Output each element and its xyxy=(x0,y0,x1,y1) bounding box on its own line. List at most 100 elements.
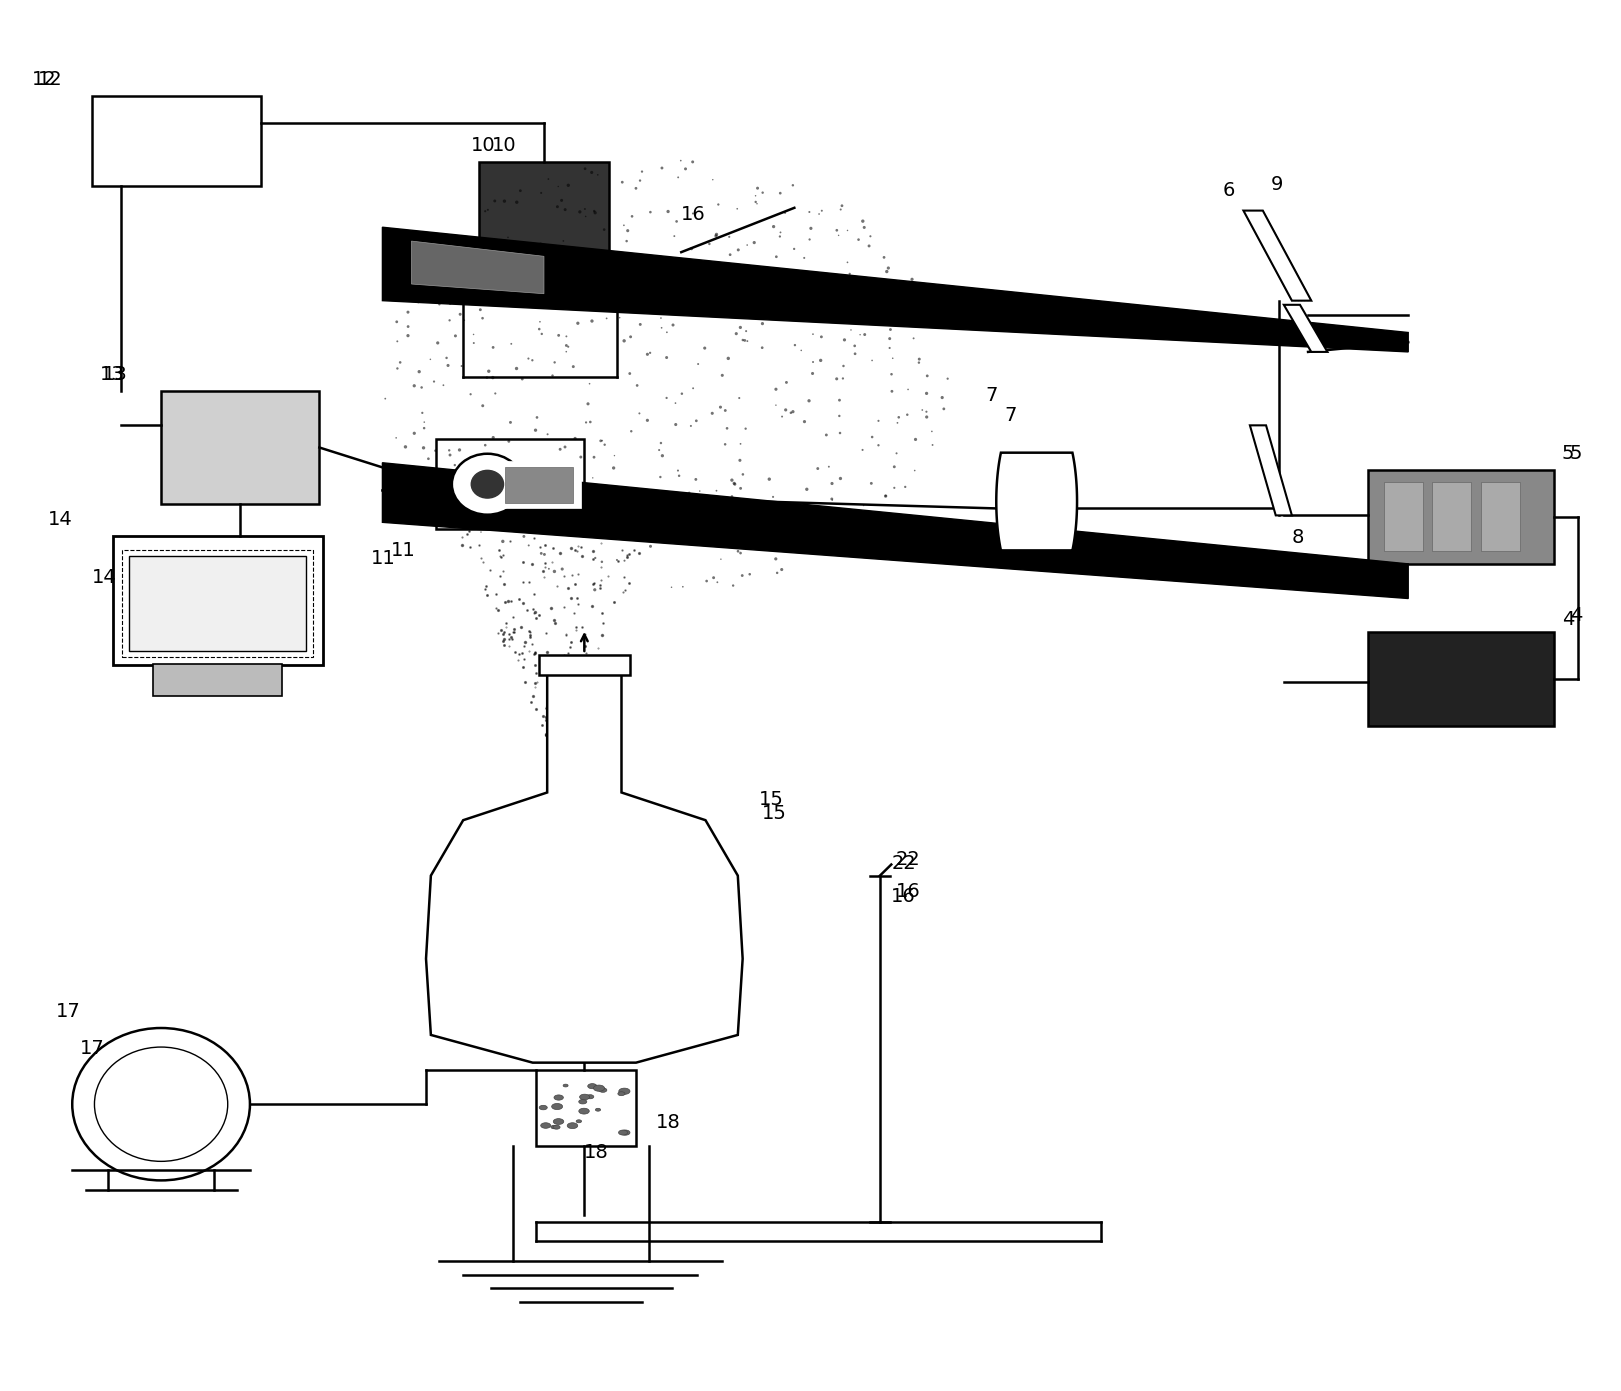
Point xyxy=(707,396,733,419)
Point xyxy=(715,505,741,527)
Point xyxy=(866,434,892,456)
Point xyxy=(669,576,695,598)
Point xyxy=(935,367,961,389)
Text: 17: 17 xyxy=(57,1002,81,1021)
Point xyxy=(532,544,558,566)
Text: 16: 16 xyxy=(681,206,707,224)
Point xyxy=(402,374,428,396)
Point xyxy=(533,256,559,278)
Text: 9: 9 xyxy=(1271,175,1284,193)
Point xyxy=(650,256,676,278)
Point xyxy=(806,203,832,225)
Point xyxy=(906,348,932,370)
Point xyxy=(496,430,522,452)
Point xyxy=(828,267,854,289)
Point xyxy=(663,274,689,296)
Point xyxy=(832,526,858,548)
Point xyxy=(851,494,877,516)
Point xyxy=(611,330,637,352)
Point xyxy=(851,217,877,239)
Point xyxy=(919,434,945,456)
Point xyxy=(509,367,535,389)
Point xyxy=(694,570,720,593)
Point xyxy=(744,192,770,214)
Point xyxy=(699,490,725,512)
Text: 18: 18 xyxy=(584,1143,609,1163)
Point xyxy=(734,234,760,256)
Bar xyxy=(160,391,319,505)
Point xyxy=(663,392,689,415)
Point xyxy=(742,185,768,207)
Point xyxy=(763,519,789,541)
Point xyxy=(699,402,725,424)
Point xyxy=(879,380,905,402)
Text: 8: 8 xyxy=(1292,529,1305,547)
Point xyxy=(815,456,841,479)
Point xyxy=(540,364,566,387)
Point xyxy=(619,206,645,228)
Point xyxy=(726,449,752,472)
Point xyxy=(515,348,541,370)
Bar xyxy=(1433,483,1472,551)
Point xyxy=(577,520,603,542)
Point xyxy=(832,328,858,351)
Point xyxy=(562,280,588,302)
Point xyxy=(729,565,755,587)
Point xyxy=(515,506,541,529)
Point xyxy=(755,492,781,515)
Text: 4: 4 xyxy=(1561,611,1574,629)
Point xyxy=(648,157,674,179)
Point xyxy=(504,357,530,380)
Bar xyxy=(436,440,584,529)
Point xyxy=(681,377,707,399)
Point xyxy=(749,181,775,203)
Point xyxy=(550,490,575,512)
Point xyxy=(443,453,468,476)
Point xyxy=(674,263,700,285)
Point xyxy=(687,287,713,309)
Point xyxy=(669,383,695,405)
Point xyxy=(830,355,856,377)
Point xyxy=(606,488,632,510)
Point xyxy=(760,485,786,508)
Ellipse shape xyxy=(579,1109,590,1114)
Point xyxy=(773,371,799,394)
Ellipse shape xyxy=(580,1095,590,1100)
Point xyxy=(548,438,574,460)
Ellipse shape xyxy=(588,1084,597,1089)
Point xyxy=(447,303,473,325)
Point xyxy=(472,200,498,223)
Point xyxy=(720,485,746,508)
Point xyxy=(796,200,822,223)
Text: 12: 12 xyxy=(39,70,63,89)
Bar xyxy=(128,555,306,651)
Ellipse shape xyxy=(587,1095,593,1099)
Point xyxy=(413,285,439,307)
Point xyxy=(681,278,707,300)
Point xyxy=(449,495,475,517)
Ellipse shape xyxy=(600,1088,606,1092)
Point xyxy=(682,469,708,491)
Point xyxy=(895,403,921,426)
Point xyxy=(859,349,885,371)
Point xyxy=(859,472,885,494)
Point xyxy=(858,225,883,248)
Point xyxy=(541,561,567,583)
Ellipse shape xyxy=(618,1092,626,1096)
Point xyxy=(632,485,658,508)
Point xyxy=(446,438,472,460)
Point xyxy=(880,348,906,370)
Point xyxy=(611,214,637,236)
Point xyxy=(579,310,605,332)
Point xyxy=(729,463,755,485)
Point xyxy=(695,524,721,547)
Bar xyxy=(92,96,261,185)
Point xyxy=(738,533,763,555)
Point xyxy=(835,220,861,242)
Point xyxy=(930,398,956,420)
Point xyxy=(567,200,593,223)
Text: 5: 5 xyxy=(1569,444,1582,463)
Point xyxy=(431,259,457,281)
Point xyxy=(582,547,608,569)
Point xyxy=(606,306,632,328)
